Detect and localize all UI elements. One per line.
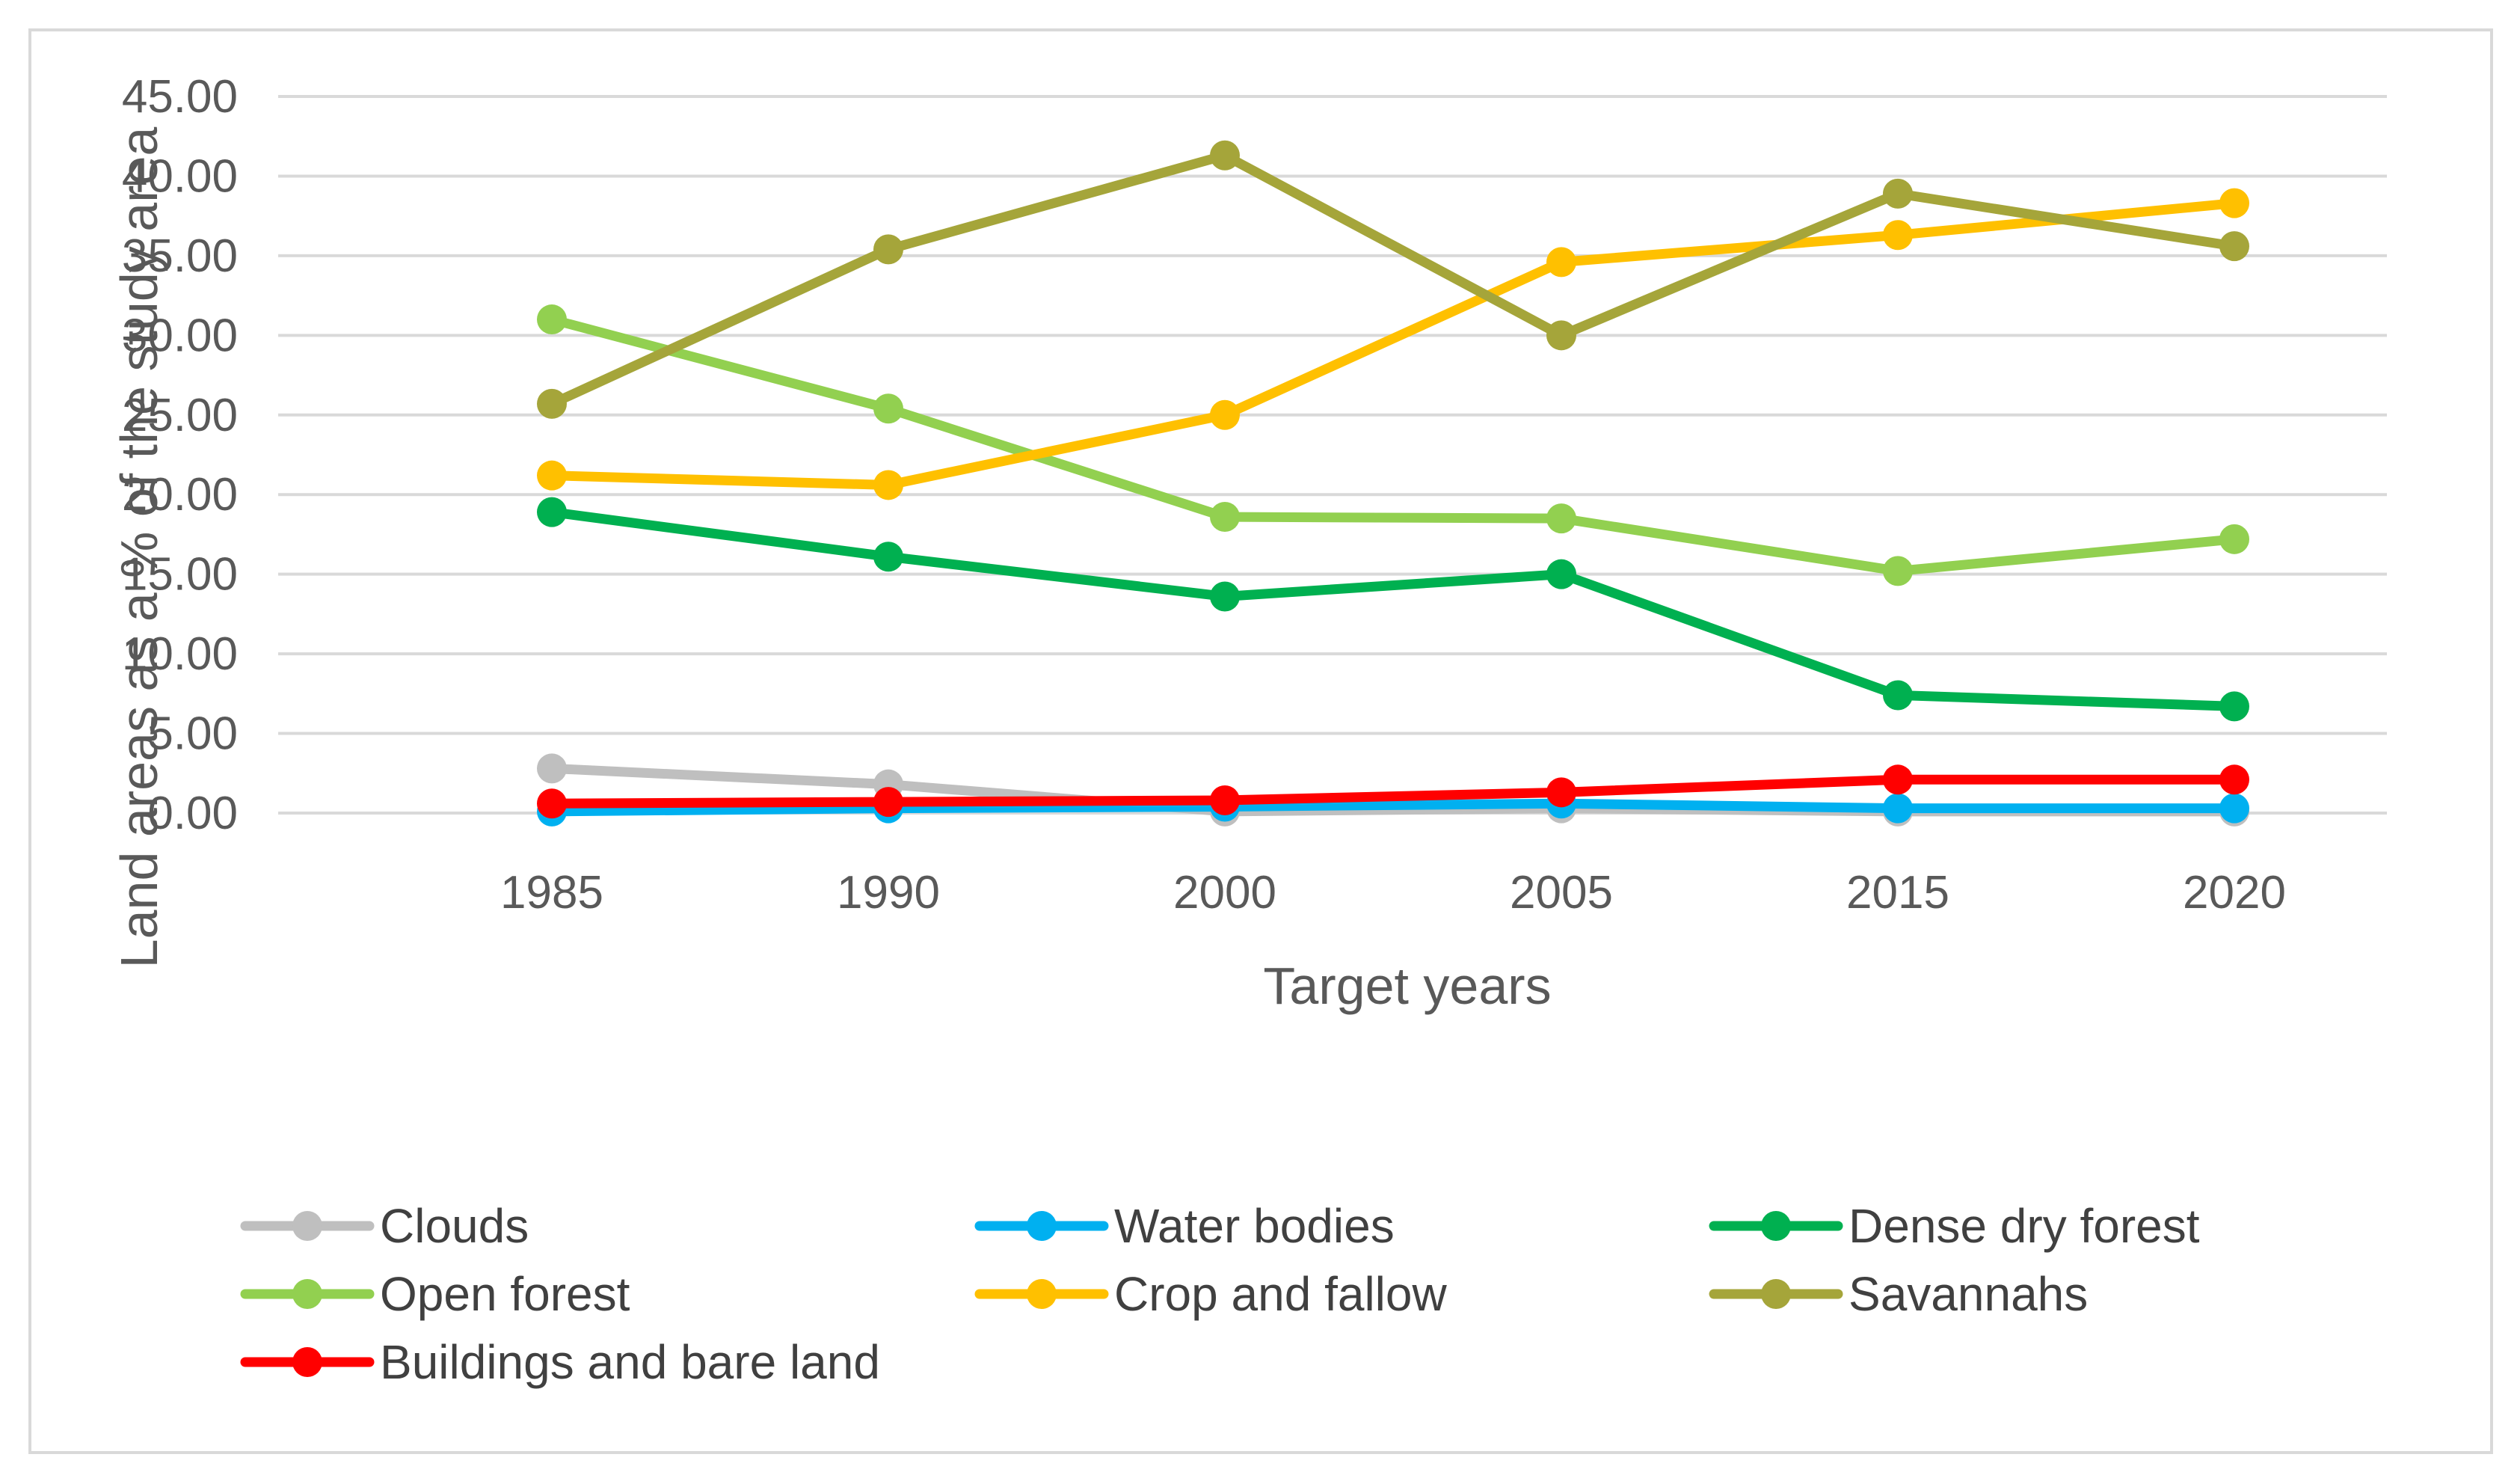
- y-axis-title: Land areas as a % of the study area: [110, 127, 168, 969]
- series-dense-dry-forest: [537, 497, 2249, 722]
- data-point-savannahs: [873, 234, 903, 265]
- data-point-open-forest: [537, 304, 567, 335]
- series-line-buildings-and-bare-land: [547, 774, 2240, 809]
- legend-item-crop-and-fallow: Crop and fallow: [974, 1267, 1447, 1321]
- data-point-open-forest: [1210, 502, 1240, 533]
- data-point-crop-and-fallow: [1546, 247, 1576, 278]
- y-tick-label: 40.00: [122, 150, 238, 202]
- y-tick-label: 5.00: [147, 708, 238, 760]
- legend-swatch-marker: [292, 1347, 322, 1377]
- y-tick-label: 30.00: [122, 310, 238, 361]
- data-point-buildings-and-bare-land: [537, 788, 567, 819]
- series-line-dense-dry-forest: [547, 507, 2240, 711]
- data-point-dense-dry-forest: [537, 497, 567, 527]
- series-line-crop-and-fallow: [547, 198, 2240, 490]
- data-point-open-forest: [2219, 524, 2249, 554]
- data-point-savannahs: [537, 388, 567, 419]
- legend-swatch-marker: [1027, 1279, 1057, 1309]
- y-tick-label: 0.00: [147, 788, 238, 839]
- data-point-crop-and-fallow: [537, 460, 567, 491]
- legend-label: Clouds: [380, 1199, 529, 1253]
- data-point-buildings-and-bare-land: [2219, 764, 2249, 795]
- legend-label: Buildings and bare land: [380, 1335, 880, 1389]
- data-point-savannahs: [1546, 320, 1576, 351]
- data-point-crop-and-fallow: [1210, 399, 1240, 430]
- data-point-buildings-and-bare-land: [1883, 764, 1913, 795]
- legend-label: Water bodies: [1114, 1199, 1395, 1253]
- data-point-open-forest: [1546, 503, 1576, 534]
- series-lines: [537, 140, 2249, 827]
- legend-label: Crop and fallow: [1114, 1267, 1447, 1321]
- data-point-savannahs: [2219, 231, 2249, 262]
- data-point-crop-and-fallow: [1883, 220, 1913, 251]
- data-point-savannahs: [1883, 178, 1913, 209]
- series-line-open-forest: [547, 314, 2240, 576]
- data-point-buildings-and-bare-land: [1546, 777, 1576, 808]
- legend-label: Dense dry forest: [1848, 1199, 2200, 1253]
- data-point-buildings-and-bare-land: [1210, 785, 1240, 815]
- data-point-buildings-and-bare-land: [873, 787, 903, 818]
- series-savannahs: [537, 140, 2249, 419]
- data-point-clouds: [537, 753, 567, 784]
- legend-swatch-marker: [292, 1279, 322, 1309]
- data-point-dense-dry-forest: [1883, 680, 1913, 711]
- x-tick-label: 1985: [500, 867, 603, 919]
- series-buildings-and-bare-land: [537, 764, 2249, 819]
- legend-item-buildings-and-bare-land: Buildings and bare land: [240, 1335, 880, 1389]
- data-point-crop-and-fallow: [873, 470, 903, 500]
- legend-item-water-bodies: Water bodies: [974, 1199, 1395, 1253]
- y-tick-label: 20.00: [122, 469, 238, 521]
- data-point-dense-dry-forest: [873, 542, 903, 572]
- data-point-dense-dry-forest: [1546, 559, 1576, 589]
- data-point-dense-dry-forest: [1210, 581, 1240, 612]
- y-tick-label: 45.00: [122, 71, 238, 123]
- legend-label: Open forest: [380, 1267, 630, 1321]
- data-point-dense-dry-forest: [2219, 691, 2249, 722]
- x-tick-label: 1990: [837, 867, 940, 919]
- data-point-crop-and-fallow: [2219, 188, 2249, 218]
- series-clouds: [537, 753, 2249, 827]
- data-point-water-bodies: [1883, 793, 1913, 824]
- data-point-open-forest: [873, 393, 903, 424]
- x-axis-title: Target years: [1263, 957, 1551, 1015]
- x-axis-ticks: 1985 1990 2000 2005 2015 2020: [500, 867, 2286, 919]
- series-line-water-bodies: [547, 798, 2240, 817]
- x-tick-label: 2020: [2183, 867, 2286, 919]
- legend-item-clouds: Clouds: [240, 1199, 529, 1253]
- legend-item-savannahs: Savannahs: [1709, 1267, 2088, 1321]
- data-point-open-forest: [1883, 556, 1913, 586]
- series-crop-and-fallow: [537, 188, 2249, 500]
- series-open-forest: [537, 304, 2249, 586]
- legend-swatch-marker: [292, 1211, 322, 1241]
- y-tick-label: 10.00: [122, 628, 238, 680]
- y-tick-label: 15.00: [122, 549, 238, 601]
- data-point-savannahs: [1210, 140, 1240, 171]
- legend-label: Savannahs: [1848, 1267, 2088, 1321]
- chart-frame: 0.00 5.00 10.00 15.00 20.00 25.00 30.00 35.00 40…: [28, 28, 2493, 1454]
- x-tick-label: 2000: [1173, 867, 1276, 919]
- series-line-savannahs: [547, 150, 2240, 409]
- legend-item-dense-dry-forest: Dense dry forest: [1709, 1199, 2200, 1253]
- legend-swatch-marker: [1761, 1279, 1791, 1309]
- legend-swatch-marker: [1761, 1211, 1791, 1241]
- x-tick-label: 2015: [1846, 867, 1949, 919]
- y-tick-label: 35.00: [122, 230, 238, 282]
- y-axis-ticks: 0.00 5.00 10.00 15.00 20.00 25.00 30.00 35.00 40…: [122, 71, 238, 839]
- line-chart: 0.00 5.00 10.00 15.00 20.00 25.00 30.00 35.00 40…: [110, 71, 2387, 1389]
- legend-item-open-forest: Open forest: [240, 1267, 630, 1321]
- y-tick-label: 25.00: [122, 390, 238, 441]
- legend: Clouds Water bodies Dense dry forest Open f…: [240, 1199, 2200, 1389]
- x-tick-label: 2005: [1510, 867, 1613, 919]
- legend-swatch-marker: [1027, 1211, 1057, 1241]
- data-point-water-bodies: [2219, 793, 2249, 824]
